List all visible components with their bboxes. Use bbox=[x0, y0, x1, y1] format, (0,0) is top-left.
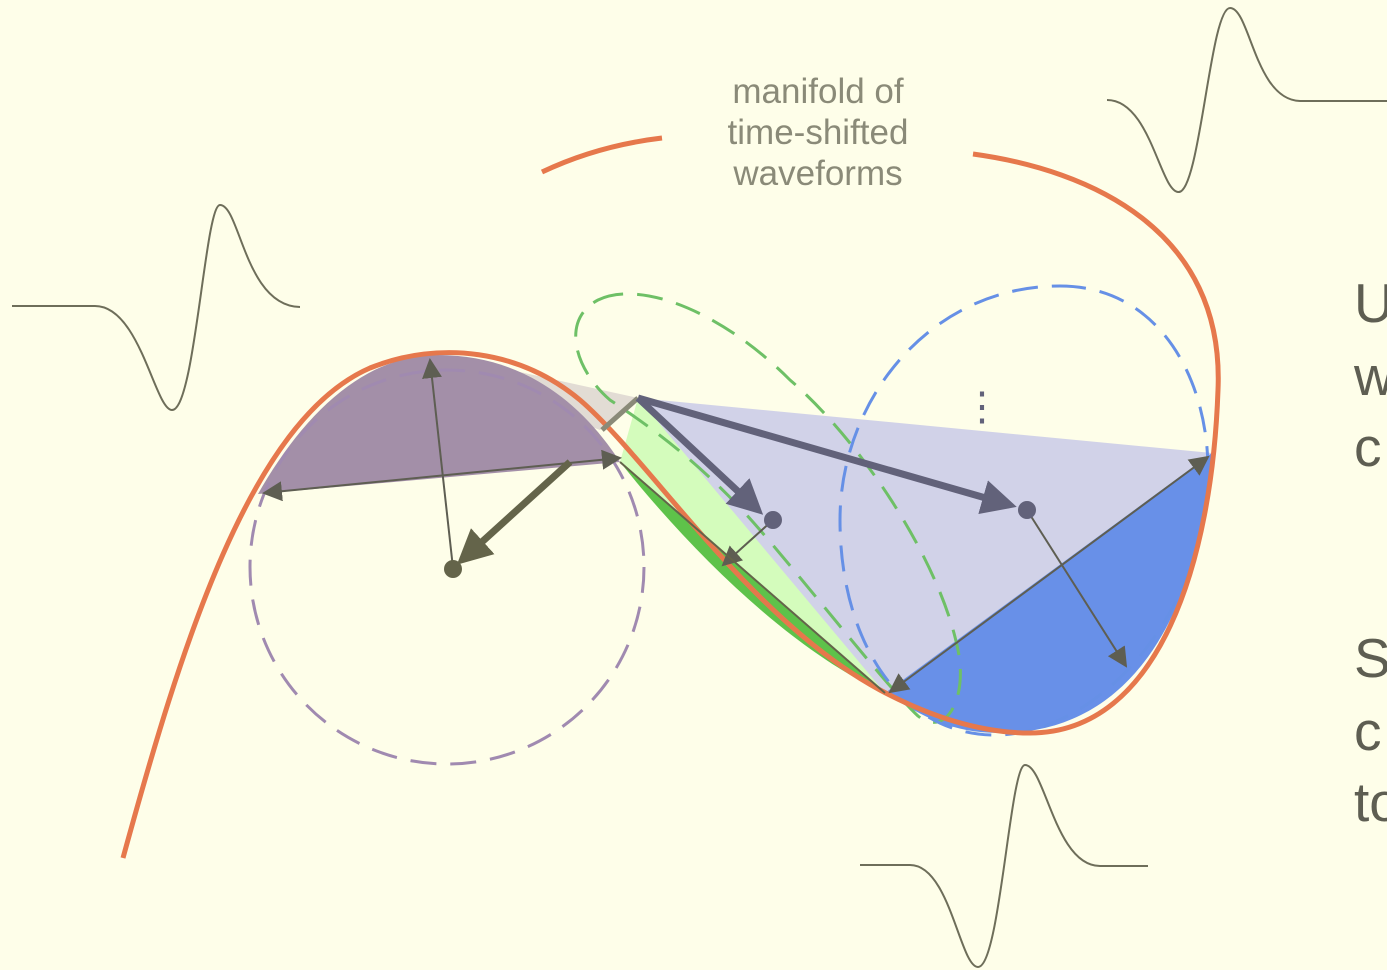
green-center-dot bbox=[764, 511, 782, 529]
manifold-curve-top-left bbox=[540, 135, 663, 175]
green-normal-arrow bbox=[721, 519, 774, 567]
blue-dashed-loop bbox=[838, 284, 1210, 737]
purple-dashed-circle bbox=[248, 368, 646, 766]
purple-center-dot bbox=[444, 560, 462, 578]
blue-normal-arrow bbox=[1026, 509, 1128, 668]
manifold-curve bbox=[120, 151, 1221, 859]
light-green-region bbox=[620, 398, 885, 693]
dark-elbow-segment bbox=[600, 396, 640, 432]
side-text-1b: w bbox=[1353, 345, 1387, 407]
side-text-1a: U bbox=[1354, 272, 1387, 334]
dark-arrow-to-center bbox=[456, 459, 573, 565]
ellipsis-vertical: ⋮ bbox=[962, 385, 1002, 429]
manifold-label-line3: waveforms bbox=[732, 154, 902, 193]
side-text-2a: S bbox=[1354, 627, 1387, 689]
manifold-label-line2: time-shifted bbox=[728, 113, 909, 152]
side-text-2b: c bbox=[1354, 700, 1382, 762]
waveform-left bbox=[12, 203, 301, 412]
slate-arrow-to-blue-center bbox=[637, 394, 1017, 515]
side-text-1c: c bbox=[1354, 416, 1382, 478]
waveform-top-right bbox=[1106, 6, 1387, 194]
side-text-2c: to bbox=[1354, 771, 1387, 833]
blue-chord-arrow bbox=[888, 455, 1210, 694]
green-chord-line bbox=[619, 461, 886, 694]
green-dashed-loop bbox=[574, 292, 962, 724]
slate-arrow-to-green-center bbox=[635, 395, 764, 515]
purple-chord-arrow bbox=[262, 449, 622, 502]
waveform-bottom bbox=[860, 763, 1148, 969]
blue-center-dot bbox=[1018, 501, 1036, 519]
manifold-label-line1: manifold of bbox=[732, 72, 903, 111]
